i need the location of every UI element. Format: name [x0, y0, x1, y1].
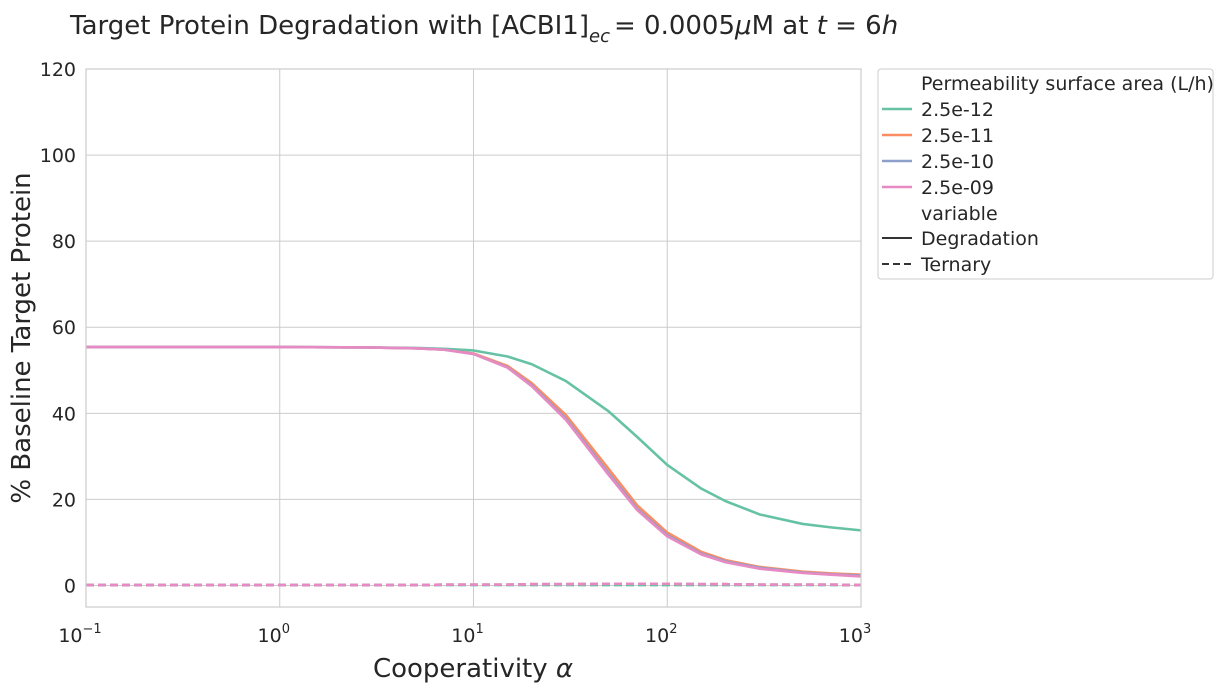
series-line-ternary-2.5e-09 — [86, 582, 862, 587]
x-tick-label: 100 — [258, 622, 290, 647]
x-tick-label: 102 — [645, 622, 677, 647]
legend-label-2.5e-10: 2.5e-10 — [921, 151, 994, 173]
plot-frame — [85, 68, 862, 608]
series-lines — [86, 345, 862, 587]
y-tick-label: 60 — [52, 317, 76, 339]
y-tick-label: 80 — [52, 231, 76, 253]
legend-style-title: variable — [921, 203, 998, 225]
x-axis-label: Cooperativity α — [373, 654, 573, 684]
x-tick-label: 10−1 — [58, 622, 101, 647]
legend-label-2.5e-09: 2.5e-09 — [921, 177, 994, 199]
chart-title: Target Protein Degradation with [ACBI1]e… — [69, 11, 898, 47]
legend: Permeability surface area (L/h) 2.5e-12 2… — [877, 68, 1214, 280]
x-tick-label: 101 — [451, 622, 483, 647]
tick-labels: 0 20 40 60 80 100 120 10−1 100 101 102 103 — [40, 59, 872, 647]
y-tick-label: 120 — [40, 59, 76, 81]
series-line-degradation-2.5e-09 — [86, 345, 862, 578]
legend-style-label-ternary: Ternary — [920, 254, 991, 276]
y-axis-label: % Baseline Target Protein — [7, 172, 37, 503]
legend-frame — [877, 68, 1214, 280]
legend-hue-title: Permeability surface area (L/h) — [921, 73, 1214, 95]
y-tick-label: 20 — [52, 489, 76, 511]
y-tick-label: 0 — [64, 575, 76, 597]
legend-label-2.5e-12: 2.5e-12 — [921, 99, 994, 121]
y-tick-label: 40 — [52, 403, 76, 425]
grid — [85, 68, 862, 607]
x-tick-label: 103 — [839, 622, 871, 647]
legend-style-label-degradation: Degradation — [921, 228, 1039, 250]
y-tick-label: 100 — [40, 145, 76, 167]
legend-label-2.5e-11: 2.5e-11 — [921, 125, 994, 147]
